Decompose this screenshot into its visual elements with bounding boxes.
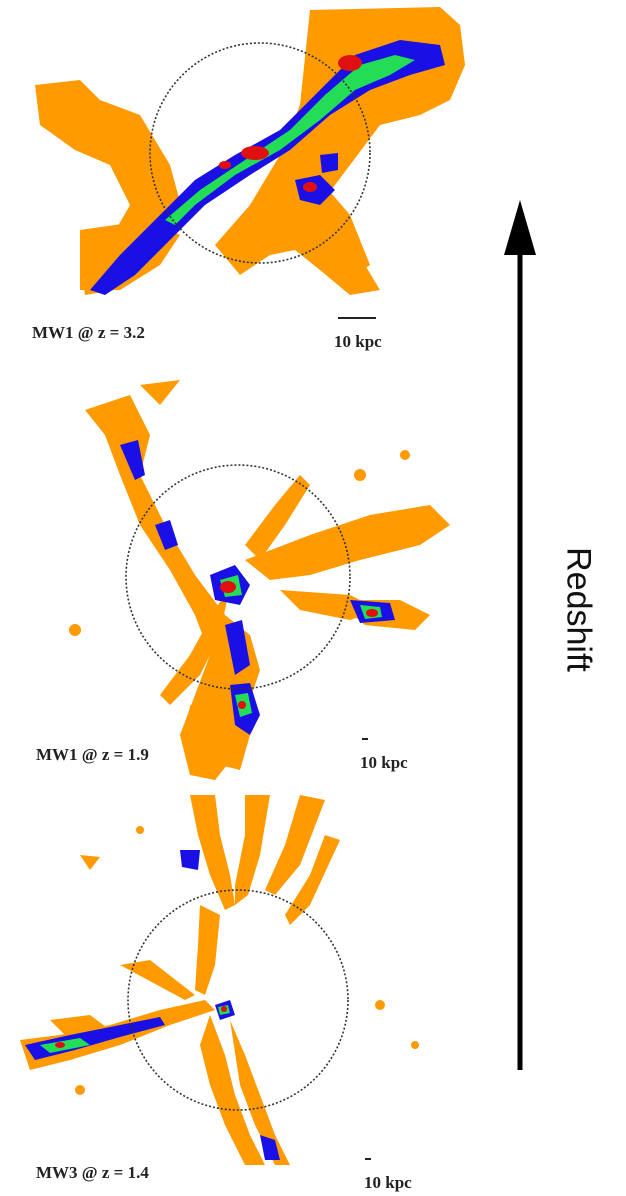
scale-bar xyxy=(338,317,376,319)
scale-bar xyxy=(362,738,368,740)
scale-bar xyxy=(365,1158,371,1160)
panel-mw3-z14: MW3 @ z = 1.4 10 kpc xyxy=(20,795,470,1195)
red-gas-region xyxy=(55,1006,227,1048)
panel-mw1-z19: MW1 @ z = 1.9 10 kpc xyxy=(20,375,470,790)
arrow-head-icon xyxy=(504,200,536,255)
red-gas-region xyxy=(219,55,362,192)
panel-label: MW3 @ z = 1.4 xyxy=(36,1163,149,1182)
virial-radius-circle xyxy=(127,889,349,1111)
density-map-1 xyxy=(35,7,465,295)
scale-label: 10 kpc xyxy=(334,332,382,351)
virial-radius-circle xyxy=(149,42,371,264)
density-map-2 xyxy=(69,380,450,780)
panel-label: MW1 @ z = 3.2 xyxy=(32,323,145,342)
scale-label: 10 kpc xyxy=(360,753,408,772)
blue-gas-region xyxy=(120,440,395,735)
axis-label-redshift: Redshift xyxy=(559,547,598,672)
red-gas-region xyxy=(220,581,378,709)
scale-label: 10 kpc xyxy=(364,1173,412,1192)
virial-radius-circle xyxy=(125,464,351,690)
panel-mw1-z32: MW1 @ z = 3.2 10 kpc xyxy=(20,5,470,355)
green-gas-region xyxy=(165,55,415,225)
redshift-arrow xyxy=(504,200,536,1070)
panel-label: MW1 @ z = 1.9 xyxy=(36,745,149,764)
orange-gas-region xyxy=(20,795,419,1165)
density-map-3 xyxy=(20,795,419,1165)
